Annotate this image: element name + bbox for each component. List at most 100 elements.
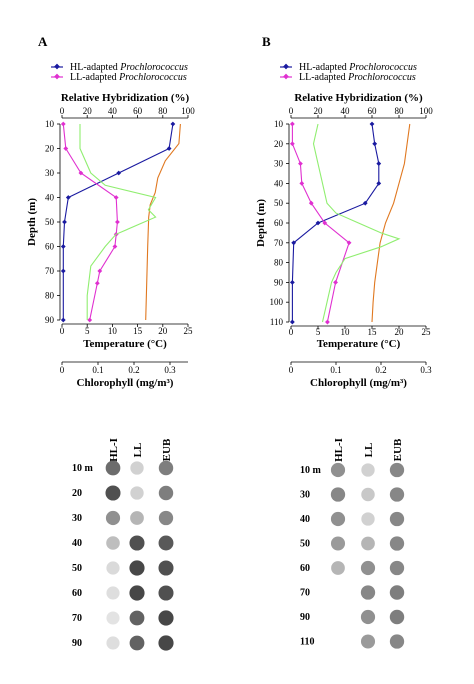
blot-row-label: 90: [300, 612, 310, 623]
blot-column-label: LL: [132, 443, 144, 458]
series-line: [291, 124, 350, 323]
legend-label: HL-adapted Prochlorococcus: [299, 62, 417, 73]
blot-column-label: HL-I: [108, 438, 120, 462]
chl-tick-label: 0: [289, 365, 294, 375]
blot-dot: [158, 510, 174, 526]
depth-tick-label: 40: [274, 178, 284, 188]
depth-tick-label: 10: [45, 119, 55, 129]
legend-swatch-marker: [54, 63, 60, 70]
data-point-marker: [166, 146, 172, 151]
blot-dot: [129, 585, 145, 601]
blot-dot: [129, 610, 145, 626]
chl-tick-label: 0.1: [330, 365, 341, 375]
blot-dot: [389, 487, 405, 502]
hyb-tick-label: 100: [419, 106, 433, 116]
data-point-marker: [291, 240, 297, 246]
depth-tick-label: 20: [274, 139, 284, 149]
data-point-marker: [289, 141, 295, 147]
depth-tick-label: 50: [45, 217, 55, 227]
blot-dot: [158, 635, 174, 651]
blot-row-label: 10 m: [300, 465, 322, 476]
series-hyb-1: [60, 121, 120, 323]
series-temp-2: [371, 123, 411, 323]
hyb-tick-label: 40: [341, 106, 351, 116]
blot-dot: [331, 561, 345, 575]
depth-tick-label: 30: [274, 159, 284, 169]
blot-dot: [389, 462, 405, 478]
depth-tick-label: 80: [274, 258, 284, 268]
temp-axis-title: Temperature (°C): [83, 338, 167, 350]
blot-dot: [389, 536, 405, 551]
series-line: [79, 124, 157, 320]
legend-label-italic: Prochlorococcus: [119, 62, 188, 73]
data-point-marker: [113, 195, 119, 200]
chl-tick-label: 0.3: [164, 365, 176, 375]
blot-dot: [106, 611, 120, 625]
data-point-marker: [62, 219, 67, 225]
data-point-marker: [60, 244, 66, 249]
blot-dot: [389, 609, 405, 625]
data-point-marker: [376, 161, 382, 166]
temp-tick-label: 25: [184, 326, 194, 336]
blot-row-label: 110: [300, 637, 314, 648]
blot-dot: [360, 634, 376, 649]
blot-dot: [106, 536, 120, 550]
legend-label-italic: Prochlorococcus: [348, 62, 417, 73]
depth-tick-label: 50: [274, 198, 284, 208]
blot-dot: [360, 609, 376, 625]
data-point-marker: [333, 279, 338, 285]
legend-label: HL-adapted Prochlorococcus: [70, 62, 188, 73]
legend-swatch-marker: [283, 63, 289, 70]
data-point-marker: [315, 220, 321, 226]
series-hyb-0: [289, 121, 382, 325]
blot-row-label: 40: [72, 538, 82, 549]
panel-letter: B: [262, 34, 271, 49]
temp-axis-title: Temperature (°C): [317, 338, 401, 350]
blot-dot: [105, 485, 121, 501]
chl-axis-title: Chlorophyll (mg/m³): [310, 377, 407, 389]
blot-dot: [330, 536, 346, 551]
depth-tick-label: 70: [45, 266, 55, 276]
depth-tick-label: 20: [45, 144, 55, 154]
blot-dot: [130, 511, 144, 525]
series-chl-3: [312, 123, 401, 323]
data-point-marker: [60, 317, 66, 323]
data-point-marker: [372, 141, 378, 147]
data-point-marker: [116, 170, 122, 176]
data-point-marker: [346, 240, 352, 246]
blot-dot: [158, 610, 174, 626]
temp-tick-label: 0: [60, 326, 65, 336]
blot-dot: [330, 511, 346, 527]
data-point-marker: [289, 121, 295, 127]
blot-dot: [361, 512, 375, 526]
panel-letter: A: [38, 34, 48, 49]
depth-tick-label: 30: [45, 168, 55, 178]
temp-tick-label: 15: [133, 326, 143, 336]
legend-label: LL-adapted Prochlorococcus: [70, 72, 187, 83]
data-point-marker: [362, 200, 368, 206]
chl-tick-label: 0.1: [92, 365, 103, 375]
hyb-tick-label: 60: [368, 106, 378, 116]
blot-dot: [130, 486, 144, 500]
blot-dot: [158, 535, 174, 551]
series-line: [312, 123, 401, 323]
data-point-marker: [308, 200, 314, 206]
hyb-tick-label: 100: [181, 106, 195, 116]
temp-tick-label: 20: [158, 326, 168, 336]
temp-tick-label: 15: [368, 327, 378, 337]
blot-dot: [361, 463, 375, 477]
legend-label-prefix: LL-adapted: [70, 72, 119, 83]
depth-tick-label: 110: [270, 317, 284, 327]
series-line: [62, 123, 118, 321]
blot-dot: [158, 585, 174, 601]
legend-label: LL-adapted Prochlorococcus: [299, 72, 416, 83]
data-point-marker: [289, 279, 295, 285]
legend-label-italic: Prochlorococcus: [347, 72, 416, 83]
blot-row-label: 10 m: [72, 463, 94, 474]
data-point-marker: [298, 161, 303, 167]
blot-dot: [330, 462, 346, 478]
blot-dot: [361, 487, 375, 502]
blot-row-label: 40: [300, 514, 310, 525]
legend-swatch-marker: [54, 73, 60, 80]
